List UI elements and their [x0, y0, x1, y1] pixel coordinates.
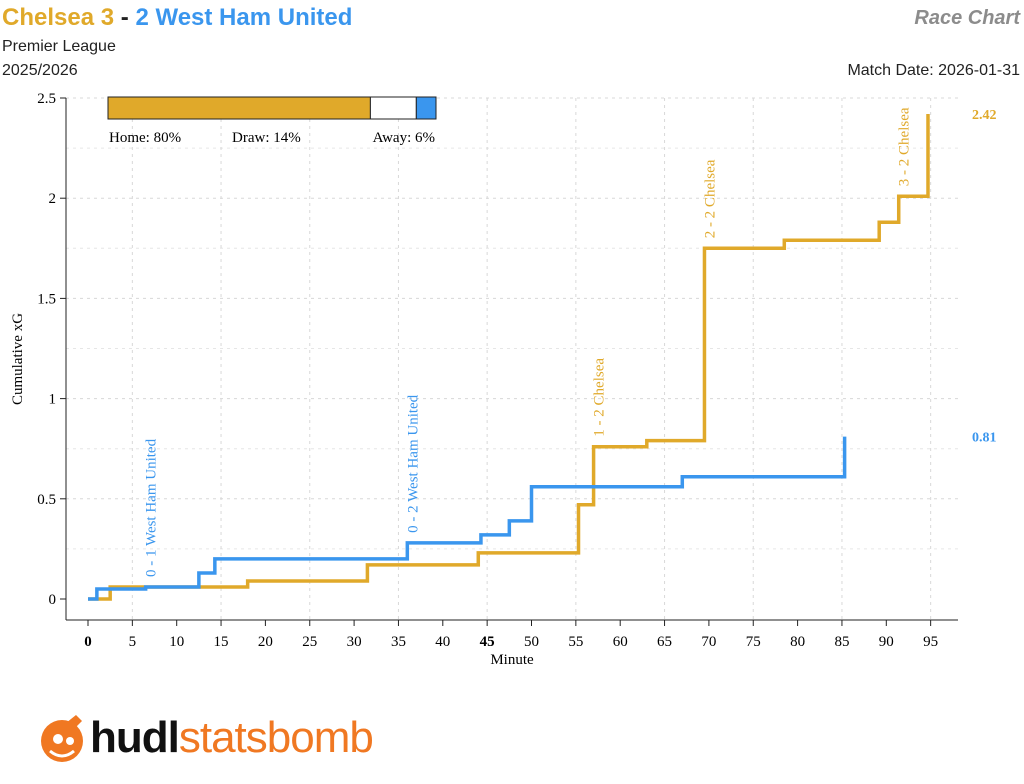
x-tick-label: 95 [923, 634, 938, 650]
xg-series [88, 114, 930, 601]
goal-annotation: 3 - 2 Chelsea [897, 107, 913, 186]
chart-axes [65, 98, 958, 621]
xg-line-away [88, 436, 847, 601]
win-prob-home-label: Home: 80% [109, 130, 181, 146]
logo-statsbomb-text: statsbomb [178, 713, 374, 762]
x-tick-label: 90 [879, 634, 894, 650]
y-tick-label: 2.5 [37, 91, 56, 107]
away-score: 2 [135, 4, 149, 31]
x-tick-label: 0 [84, 634, 92, 650]
goal-annotation: 0 - 1 West Ham United [144, 438, 160, 577]
x-tick-label: 70 [701, 634, 716, 650]
match-title: Chelsea 3 - 2 West Ham United [2, 4, 352, 32]
x-tick-label: 10 [169, 634, 184, 650]
goal-annotation: 2 - 2 Chelsea [702, 159, 718, 238]
win-prob-draw-segment [369, 96, 417, 120]
x-tick-label: 5 [129, 634, 137, 650]
final-xg-labels: 2.42 0.81 [972, 108, 997, 446]
chart-type-label: Race Chart [914, 7, 1020, 29]
win-prob-away-segment [415, 96, 437, 120]
x-tick-label: 30 [347, 634, 362, 650]
x-tick-label: 80 [790, 634, 805, 650]
x-tick-label: 40 [435, 634, 450, 650]
win-probability-bar: Home: 80% Draw: 14% Away: 6% [107, 96, 437, 146]
win-prob-home-segment [107, 96, 371, 120]
final-xg-label-away: 0.81 [972, 431, 997, 446]
match-date: Match Date: 2026-01-31 [847, 62, 1020, 79]
home-team-name: Chelsea [2, 4, 95, 31]
goal-annotation: 1 - 2 Chelsea [592, 358, 608, 437]
x-tick-label: 25 [302, 634, 317, 650]
logo-wordmark: hudlstatsbomb [90, 713, 374, 762]
win-prob-draw-label: Draw: 14% [232, 130, 301, 146]
x-tick-label: 20 [258, 634, 273, 650]
x-axis-label: Minute [490, 652, 534, 668]
win-prob-away-label: Away: 6% [373, 130, 435, 146]
logo-hudl-text: hudl [90, 713, 180, 762]
x-tick-label: 15 [214, 634, 229, 650]
x-tick-label: 45 [480, 634, 495, 650]
y-tick-label: 1 [49, 392, 57, 408]
xg-line-home [88, 114, 930, 601]
goal-annotations: 0 - 1 West Ham United 0 - 2 West Ham Unit… [144, 107, 913, 577]
x-tick-label: 55 [568, 634, 583, 650]
hudl-statsbomb-logo: hudlstatsbomb [36, 706, 374, 770]
away-team-name: West Ham United [155, 4, 353, 31]
y-tick-label: 2 [49, 191, 57, 207]
y-tick-label: 0.5 [37, 492, 56, 508]
y-tick-label: 1.5 [37, 291, 56, 307]
x-tick-label: 60 [613, 634, 628, 650]
x-tick-label: 35 [391, 634, 406, 650]
chart-grid [66, 97, 958, 620]
score-separator: - [120, 4, 129, 31]
competition-name: Premier League [2, 38, 116, 55]
x-tick-label: 65 [657, 634, 672, 650]
season-label: 2025/2026 [2, 62, 78, 79]
y-axis-label: Cumulative xG [10, 313, 26, 405]
statsbomb-bomb-icon [41, 715, 83, 762]
final-xg-label-home: 2.42 [972, 108, 997, 123]
y-tick-label: 0 [49, 592, 57, 608]
home-score: 3 [100, 4, 115, 31]
x-tick-label: 85 [834, 634, 849, 650]
x-tick-label: 75 [746, 634, 761, 650]
axis-ticks: 0 0.5 1 1.5 2 2.5 0 5 10 15 20 25 30 35 40 45 50 55 60 65 70… [37, 91, 938, 650]
goal-annotation: 0 - 2 West Ham United [405, 394, 421, 533]
x-tick-label: 50 [524, 634, 539, 650]
race-chart: 0 0.5 1 1.5 2 2.5 0 5 10 15 20 25 30 35 40 45 50 55 60 65 70… [10, 91, 997, 668]
